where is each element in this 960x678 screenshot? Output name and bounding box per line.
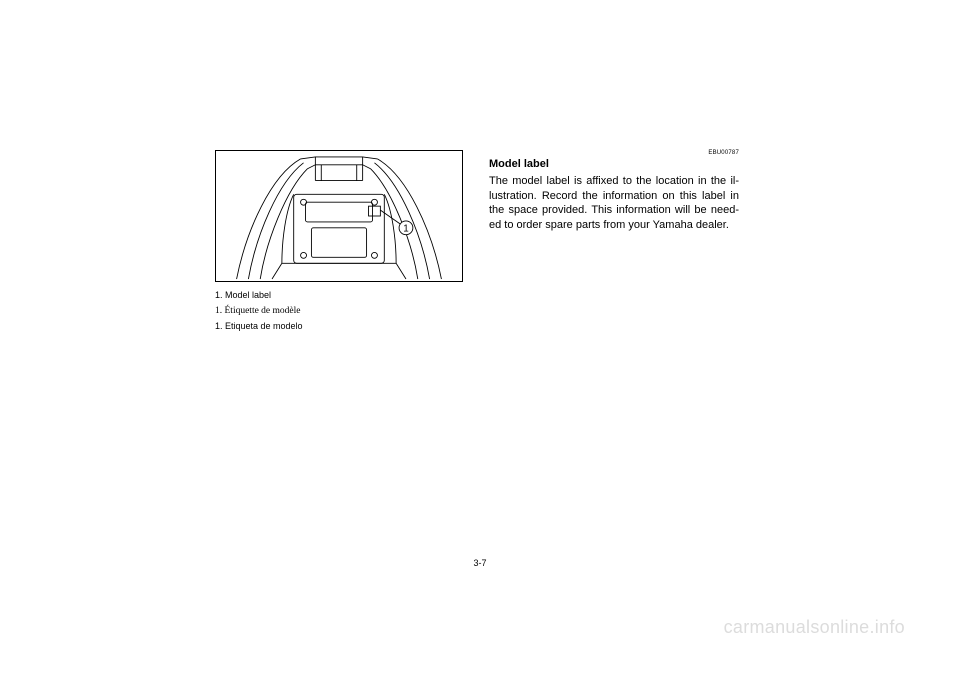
figure-illustration: 1 xyxy=(215,150,463,282)
manual-page: 1 1. Model label 1. Étiquette de modèle … xyxy=(0,0,960,678)
body-paragraph: The model label is affixed to the locati… xyxy=(489,174,739,232)
section-heading: Model label xyxy=(489,158,739,170)
right-column: EBU00787 Model label The model label is … xyxy=(489,150,739,335)
caption-en: 1. Model label xyxy=(215,288,463,303)
vehicle-diagram-svg: 1 xyxy=(216,151,462,281)
caption-es: 1. Etiqueta de modelo xyxy=(215,319,463,334)
page-number: 3-7 xyxy=(0,558,960,568)
left-column: 1 1. Model label 1. Étiquette de modèle … xyxy=(215,150,463,335)
watermark-text: carmanualsonline.info xyxy=(724,617,905,638)
content-area: 1 1. Model label 1. Étiquette de modèle … xyxy=(0,150,960,335)
callout-number: 1 xyxy=(403,224,408,235)
doc-reference-code: EBU00787 xyxy=(489,150,739,156)
figure-captions: 1. Model label 1. Étiquette de modèle 1.… xyxy=(215,288,463,335)
caption-fr: 1. Étiquette de modèle xyxy=(215,303,463,319)
